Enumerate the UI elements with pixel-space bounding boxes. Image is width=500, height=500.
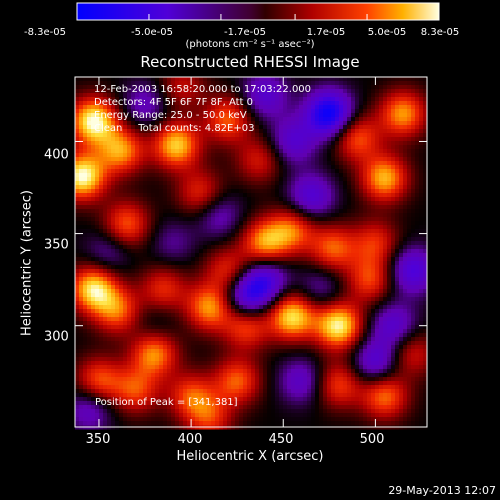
colorbar-tick: 5.0e-05: [367, 27, 407, 38]
plot-frame: [74, 76, 428, 428]
annotation-energy: Energy Range: 25.0 - 50.0 keV: [94, 110, 247, 121]
colorbar: [76, 2, 440, 21]
x-tick-label: 450: [268, 432, 294, 447]
peak-position: Position of Peak = [341,381]: [95, 397, 238, 408]
annotation-time: 12-Feb-2003 16:58:20.000 to 17:03:22.000: [94, 84, 312, 95]
x-tick-label: 500: [359, 432, 385, 447]
colorbar-tick: 8.3e-05: [420, 27, 460, 38]
colorbar-tick: -8.3e-05: [24, 27, 66, 38]
annotation-detectors: Detectors: 4F 5F 6F 7F 8F, Att 0: [94, 97, 254, 108]
colorbar-tick: -1.7e-05: [224, 27, 266, 38]
colorbar-tick: -5.0e-05: [131, 27, 173, 38]
x-tick-label: 350: [85, 432, 111, 447]
chart-title: Reconstructed RHESSI Image: [140, 53, 360, 71]
colorbar-tick: 1.7e-05: [306, 27, 346, 38]
x-tick-label: 400: [177, 432, 203, 447]
annotation-counts: Clean Total counts: 4.82E+03: [94, 123, 255, 134]
y-axis-label: Heliocentric Y (arcsec): [19, 190, 35, 336]
y-tick-label: 350: [44, 237, 69, 253]
axis-ticks: [75, 14, 440, 427]
heatmap-cells: [75, 77, 428, 430]
y-tick-label: 300: [44, 329, 69, 345]
footer-timestamp: 29-May-2013 12:07: [388, 484, 496, 497]
colorbar-units: (photons cm⁻² s⁻¹ asec⁻²): [185, 39, 315, 50]
y-tick-label: 400: [44, 147, 69, 163]
x-axis-label: Heliocentric X (arcsec): [176, 449, 324, 464]
